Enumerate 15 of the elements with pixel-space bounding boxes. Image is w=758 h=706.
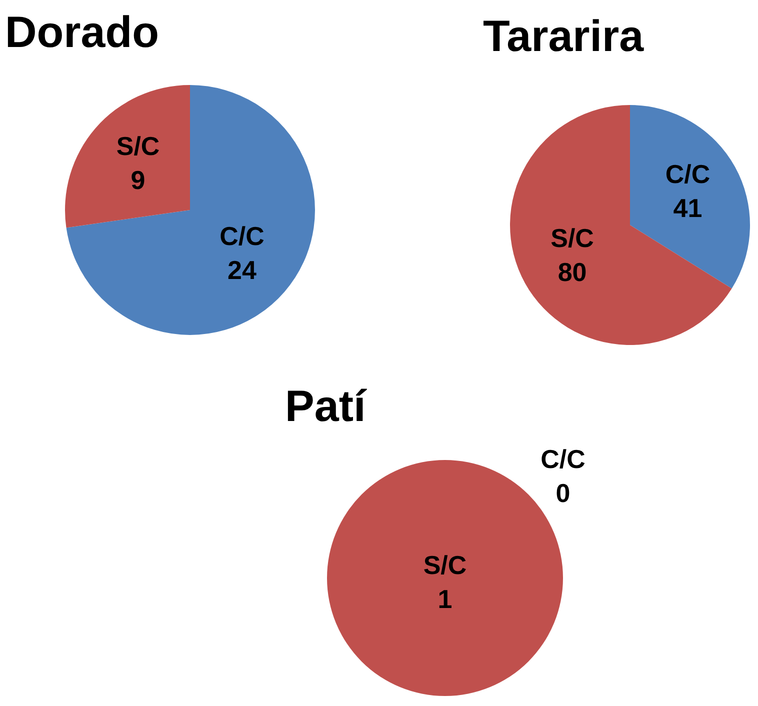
- slice-label: S/C: [550, 223, 594, 254]
- slice-label: S/C: [116, 131, 160, 162]
- data-label: 24: [227, 255, 257, 286]
- text: 0: [556, 478, 570, 508]
- data-label: 80: [558, 257, 587, 288]
- category-label: C/C: [540, 444, 586, 474]
- data-label: 9: [130, 165, 146, 196]
- data-label: 1: [438, 584, 452, 614]
- slice-label: C/C: [665, 159, 710, 190]
- chart-title: Tararira: [483, 12, 644, 62]
- slice-label: C/C: [220, 221, 265, 252]
- slice-label: S/C: [423, 550, 467, 580]
- chart-title: Patí: [285, 382, 366, 432]
- data-label: 41: [673, 193, 702, 224]
- chart-title: Dorado: [5, 8, 159, 58]
